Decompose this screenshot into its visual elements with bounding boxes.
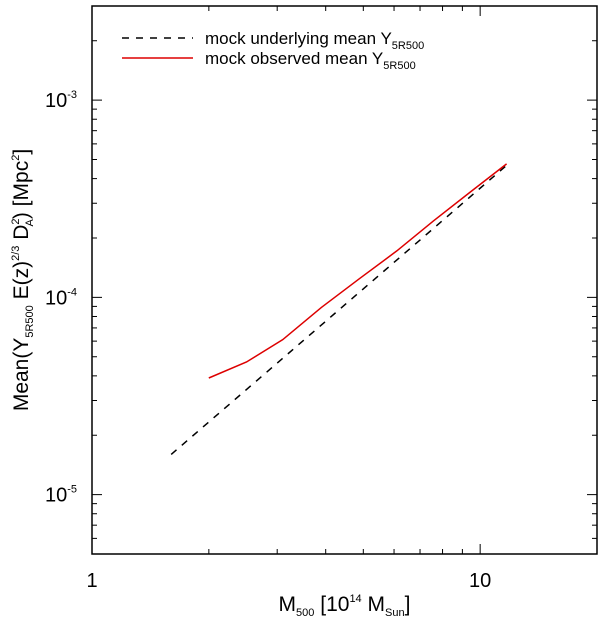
legend-label-1: mock observed mean Y5R500: [205, 49, 416, 72]
series-line-0: [170, 166, 506, 455]
x-axis-label: M500 [1014 MSun]: [279, 593, 411, 619]
y-tick-label: 10-4: [45, 286, 77, 309]
y-tick-label: 10-3: [45, 89, 77, 112]
legend-label-0: mock underlying mean Y5R500: [205, 29, 424, 52]
series-layer: [170, 163, 508, 455]
y-tick-label: 10-5: [45, 484, 77, 507]
axis-ticks: 1 10 10-5 10-4 10-3: [45, 5, 598, 592]
x-tick-label: 1: [86, 570, 97, 592]
plot-frame: [91, 5, 598, 555]
x-tick-label: 10: [469, 570, 491, 592]
y-axis-label: Mean(Y5R500 E(z)2/3 D2 A) [Mpc2]: [10, 149, 36, 411]
series-line-1: [208, 163, 508, 379]
